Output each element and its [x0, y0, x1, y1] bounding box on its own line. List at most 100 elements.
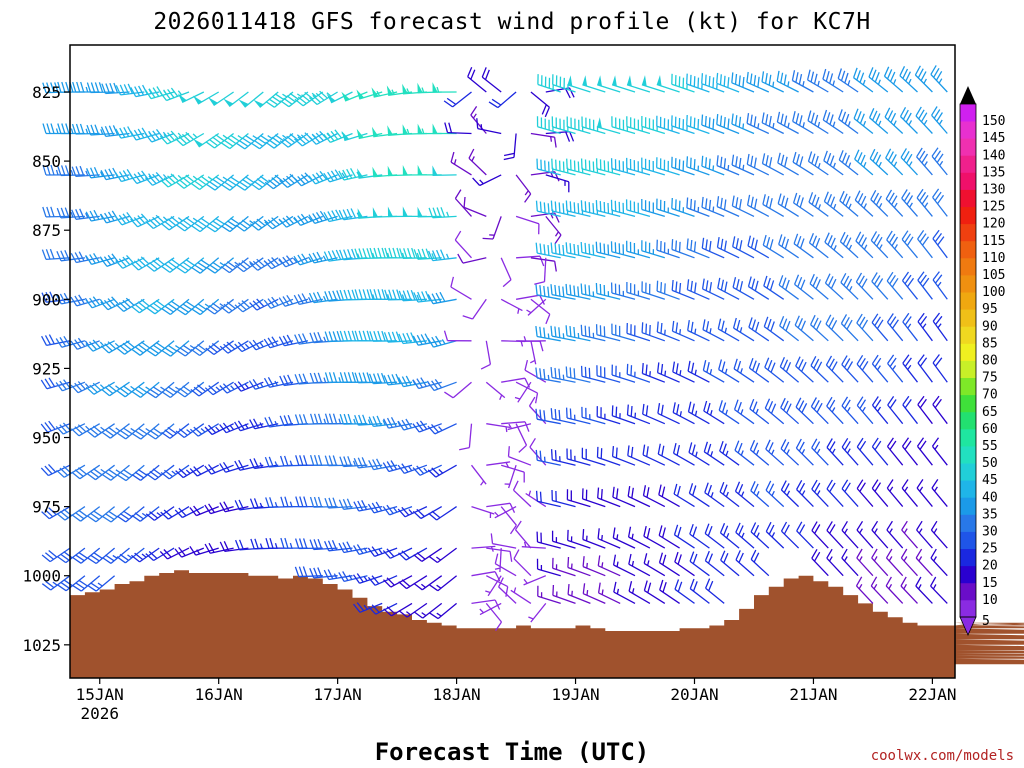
- barb-pennant: [612, 75, 617, 87]
- barb-feather: [215, 134, 225, 142]
- wind-barb: [673, 524, 695, 549]
- barb-feather: [440, 249, 446, 260]
- barb-feather: [391, 331, 397, 342]
- barb-feather: [661, 527, 666, 538]
- barb-half-feather: [338, 377, 342, 383]
- barb-staff: [811, 447, 829, 466]
- wind-barb: [703, 441, 725, 466]
- wind-barb: [354, 414, 383, 426]
- barb-feather: [672, 402, 676, 413]
- barb-feather: [707, 484, 713, 496]
- barb-feather: [42, 164, 47, 176]
- barb-feather: [312, 134, 321, 143]
- barb-half-feather: [115, 427, 121, 432]
- barb-feather: [933, 67, 940, 78]
- barb-staff: [515, 215, 540, 225]
- barb-feather: [708, 580, 714, 592]
- wind-barb: [515, 174, 532, 203]
- barb-feather: [671, 320, 675, 332]
- barb-feather: [592, 244, 595, 256]
- wind-barb: [368, 415, 398, 428]
- barb-feather: [309, 413, 315, 424]
- barb-feather: [61, 123, 66, 134]
- barb-feather: [470, 106, 478, 116]
- barb-staff: [125, 506, 145, 523]
- barb-feather: [554, 234, 562, 244]
- barb-feather: [810, 112, 815, 123]
- wind-barb: [535, 449, 561, 466]
- wind-barb: [580, 200, 606, 218]
- wind-barb: [41, 575, 71, 591]
- barb-feather: [599, 201, 602, 212]
- barb-feather: [690, 280, 693, 292]
- wind-barb: [190, 340, 220, 357]
- barb-feather: [194, 305, 204, 313]
- barb-feather: [294, 414, 300, 425]
- wind-barb: [641, 199, 665, 218]
- barb-feather: [612, 486, 615, 498]
- wind-barb: [656, 157, 680, 176]
- wind-barb: [130, 84, 160, 98]
- barb-feather: [690, 239, 693, 251]
- barb-feather: [917, 271, 925, 281]
- barb-staff: [719, 450, 740, 466]
- wind-barb: [704, 523, 725, 549]
- barb-feather: [844, 72, 849, 84]
- barb-half-feather: [616, 561, 619, 567]
- barb-feather: [116, 390, 126, 398]
- wind-barb: [761, 112, 784, 135]
- barb-feather: [63, 579, 73, 587]
- barb-feather: [113, 82, 119, 94]
- barb-feather: [308, 214, 316, 224]
- x-axis-label: Forecast Time (UTC): [375, 738, 650, 766]
- wind-barb: [234, 499, 264, 511]
- barb-half-feather: [292, 257, 298, 263]
- barb-half-feather: [923, 119, 928, 126]
- barb-feather: [230, 217, 240, 225]
- barb-half-feather: [772, 122, 775, 129]
- wind-barb: [309, 567, 338, 579]
- barb-feather: [398, 581, 408, 590]
- barb-feather: [284, 537, 289, 549]
- barb-feather: [675, 240, 678, 251]
- barb-feather: [357, 500, 364, 511]
- barb-half-feather: [848, 203, 852, 209]
- barb-feather: [312, 213, 320, 223]
- barb-feather: [427, 425, 436, 435]
- barb-half-feather: [712, 206, 715, 212]
- barb-feather: [155, 171, 164, 181]
- barb-staff: [826, 447, 844, 466]
- barb-half-feather: [244, 423, 249, 429]
- barb-feather: [152, 173, 161, 183]
- wind-barb: [86, 124, 115, 136]
- colorbar-label: 100: [982, 285, 1005, 300]
- barb-staff: [254, 464, 279, 470]
- barb-half-feather: [222, 134, 228, 139]
- barb-feather: [573, 285, 576, 297]
- barb-feather: [753, 75, 757, 86]
- barb-feather: [558, 285, 561, 297]
- barb-staff: [900, 557, 918, 577]
- barb-feather: [119, 429, 130, 437]
- barb-half-feather: [756, 491, 760, 497]
- wind-barb: [427, 379, 457, 392]
- barb-feather: [674, 199, 677, 210]
- x-tick-label: 22JAN: [908, 685, 956, 704]
- barb-feather: [368, 373, 374, 384]
- barb-feather: [599, 283, 602, 295]
- wind-barb: [536, 158, 561, 176]
- barb-feather: [642, 485, 647, 496]
- barb-feather: [308, 175, 316, 185]
- barb-staff: [387, 298, 413, 301]
- wind-barb: [791, 70, 814, 93]
- barb-feather: [412, 467, 421, 476]
- barb-feather: [346, 168, 353, 179]
- barb-feather: [185, 259, 195, 266]
- barb-feather: [160, 511, 169, 520]
- wind-barb: [383, 373, 413, 386]
- barb-feather: [860, 195, 867, 206]
- barb-feather: [440, 207, 446, 218]
- barb-feather: [60, 581, 70, 589]
- barb-staff: [154, 464, 175, 481]
- barb-staff: [871, 446, 889, 466]
